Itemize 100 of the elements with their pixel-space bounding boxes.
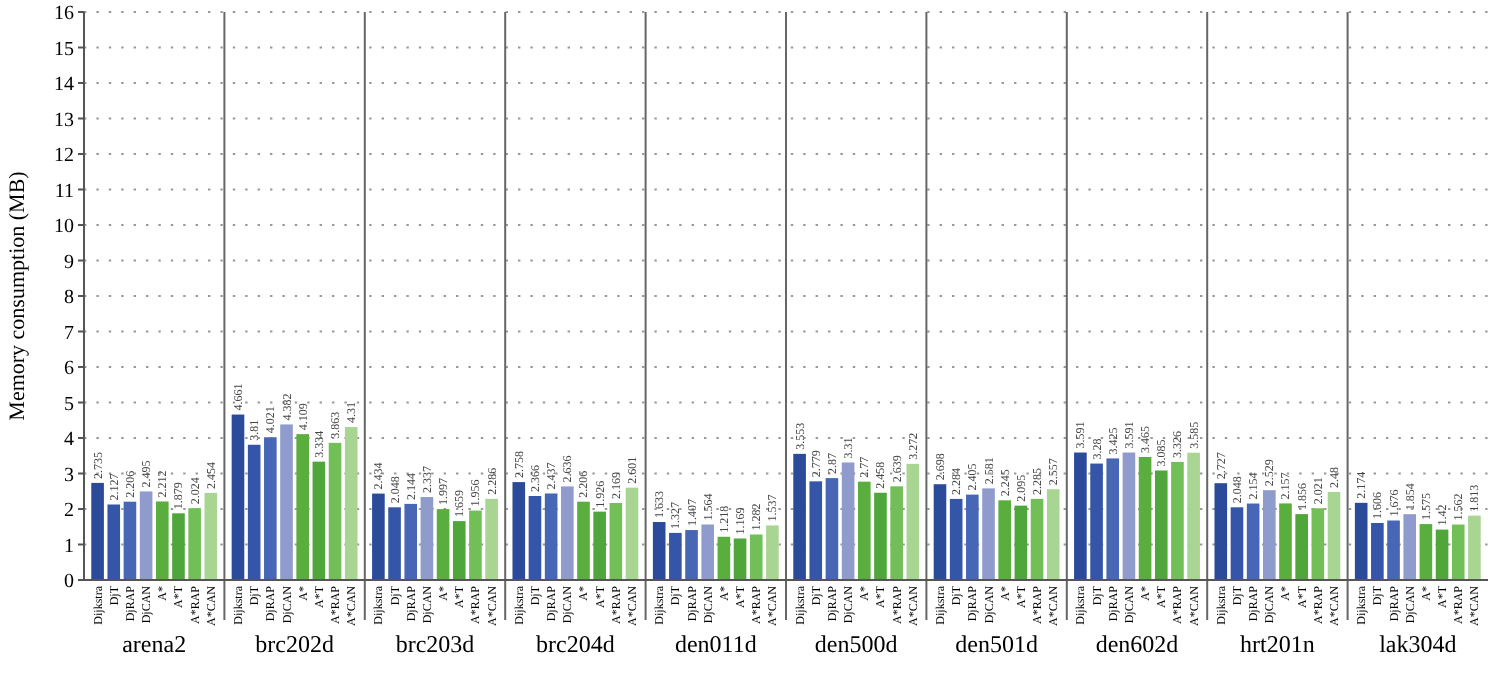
bar [1074, 452, 1087, 580]
y-tick-label: 11 [54, 180, 74, 203]
bar [91, 482, 104, 580]
y-tick-label: 8 [64, 287, 74, 309]
bar [1435, 529, 1449, 580]
bar [123, 501, 137, 580]
x-tick-label: lak304d [1379, 630, 1457, 658]
bar [1171, 461, 1184, 580]
bar [231, 414, 245, 580]
bar [1311, 508, 1325, 580]
bar [561, 486, 574, 580]
y-tick-label: 5 [64, 393, 74, 416]
bar [1046, 489, 1060, 580]
x-tick-label: den602d [1095, 630, 1179, 658]
bar [685, 530, 698, 580]
y-axis-title: Memory consumption (MB) [6, 170, 30, 421]
x-tick-label: brc203d [395, 630, 475, 658]
bar [609, 503, 623, 580]
bar [404, 503, 418, 580]
bar [388, 507, 401, 580]
bar [1214, 483, 1228, 580]
bar [1106, 458, 1120, 580]
bar [139, 491, 153, 580]
bar [966, 494, 979, 580]
y-tick-label: 16 [54, 3, 74, 25]
bar [933, 484, 947, 580]
x-tick-label: den500d [814, 630, 898, 658]
y-tick-label: 2 [64, 500, 74, 522]
bar [544, 493, 558, 580]
bar [1419, 524, 1433, 580]
bar [1030, 498, 1044, 580]
x-tick-label: den011d [674, 630, 757, 658]
bar [1090, 463, 1103, 580]
x-tick-label: den501d [955, 630, 1038, 658]
y-tick-label: 12 [54, 145, 74, 167]
y-tick-label: 4 [64, 429, 74, 451]
bar [328, 442, 342, 580]
bar [1451, 524, 1465, 580]
bar [436, 509, 450, 580]
bar [1327, 491, 1341, 580]
bar [890, 486, 903, 580]
bar [1122, 452, 1136, 580]
bar [512, 482, 526, 580]
bar [841, 462, 855, 580]
bar [1138, 456, 1152, 580]
bar [296, 434, 309, 580]
y-tick-label: 3 [64, 464, 74, 487]
bar [906, 463, 920, 580]
y-tick-label: 14 [54, 74, 74, 96]
x-tick-label: brc202d [255, 630, 334, 658]
bar [528, 496, 542, 580]
bar [825, 478, 839, 580]
bar [669, 532, 682, 580]
bar [625, 487, 639, 580]
bar [188, 508, 201, 580]
bar [372, 493, 385, 580]
bar [982, 488, 995, 580]
x-tick-label: arena2 [122, 630, 187, 658]
bar [469, 510, 482, 580]
y-tick-label: 1 [64, 535, 74, 558]
bar [280, 424, 293, 580]
bar [1230, 507, 1244, 580]
bar [793, 453, 806, 580]
bar [701, 524, 715, 580]
x-tick-label: brc204d [536, 630, 615, 658]
y-tick-label: 10 [54, 216, 74, 238]
bar [485, 498, 498, 580]
x-tick-label: hrt201n [1240, 630, 1315, 658]
bar [1354, 502, 1368, 580]
bar [652, 522, 666, 580]
bar [809, 481, 823, 580]
bar [264, 437, 277, 580]
y-tick-label: 13 [54, 109, 74, 132]
bar [949, 498, 963, 580]
y-tick-label: 15 [54, 38, 74, 61]
bar [749, 534, 763, 580]
bar [766, 525, 779, 580]
bar [1468, 515, 1481, 580]
bar [717, 536, 731, 580]
bar [1246, 503, 1260, 580]
bar [1371, 522, 1384, 580]
bar [998, 500, 1011, 580]
bar [247, 444, 261, 580]
bar [452, 521, 466, 580]
bar [420, 497, 434, 580]
bar [204, 492, 218, 580]
y-tick-label: 0 [64, 571, 74, 593]
bar [1154, 470, 1168, 580]
bar [1263, 490, 1276, 580]
bar [1187, 452, 1200, 580]
bar [1014, 505, 1028, 580]
bar [107, 504, 121, 580]
bar [344, 426, 358, 580]
y-tick-label: 7 [64, 322, 74, 345]
y-tick-label: 6 [64, 358, 74, 380]
bar [1403, 514, 1417, 580]
bar [733, 538, 747, 580]
y-tick-label: 9 [64, 251, 74, 274]
bar [1387, 520, 1400, 580]
bar [312, 461, 326, 580]
